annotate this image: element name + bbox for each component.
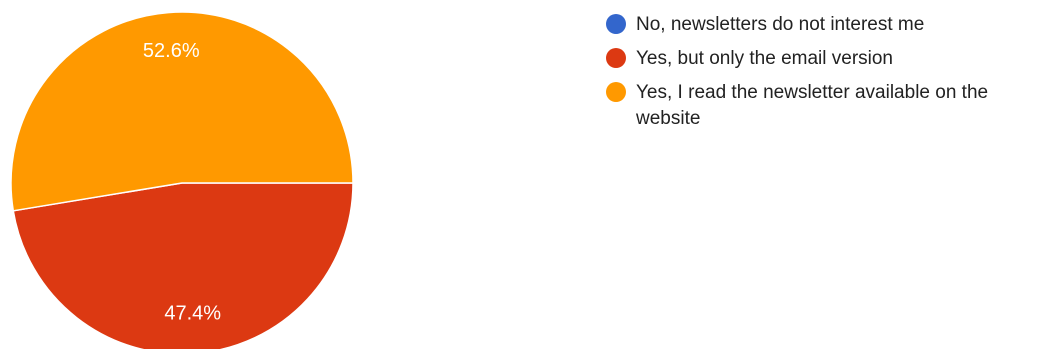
legend-item[interactable]: Yes, but only the email version — [606, 46, 1026, 72]
pie-slice[interactable] — [12, 182, 354, 349]
legend-swatch-icon — [606, 48, 626, 68]
legend-swatch-icon — [606, 82, 626, 102]
pie-slice[interactable] — [10, 11, 354, 212]
slice-value-label: 47.4% — [164, 303, 221, 325]
slice-value-label: 52.6% — [143, 40, 200, 62]
legend-swatch-icon — [606, 14, 626, 34]
legend-label: Yes, but only the email version — [636, 48, 894, 69]
pie-chart: 47.4% 52.6% — [10, 11, 354, 349]
legend-label: No, newsletters do not interest me — [636, 14, 925, 35]
legend-item[interactable]: No, newsletters do not interest me — [606, 12, 1026, 38]
legend-item[interactable]: Yes, I read the newsletter available on … — [606, 80, 1026, 132]
legend: No, newsletters do not interest me Yes, … — [606, 12, 1026, 140]
legend-label: Yes, I read the newsletter available on … — [636, 82, 989, 129]
